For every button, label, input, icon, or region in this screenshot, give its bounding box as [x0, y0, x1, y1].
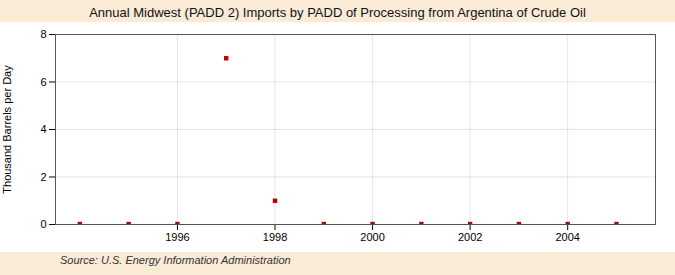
html-text:Annual Midwest (PADD 2) Import: Annual Midwest (PADD 2) Imports by PADD … [89, 5, 586, 20]
svg-text:6: 6 [40, 76, 46, 88]
svg-text:2004: 2004 [555, 231, 579, 243]
svg-text:0: 0 [40, 218, 46, 230]
svg-text:2002: 2002 [458, 231, 482, 243]
svg-text:1998: 1998 [263, 231, 287, 243]
svg-text:2000: 2000 [360, 231, 384, 243]
svg-text:Thousand Barrels per Day: Thousand Barrels per Day [1, 65, 13, 194]
svg-text:4: 4 [40, 123, 46, 135]
svg-text:1996: 1996 [165, 231, 189, 243]
svg-text:2: 2 [40, 171, 46, 183]
html-text:Source: U.S. Energy Informatio: Source: U.S. Energy Information Administ… [60, 254, 291, 266]
svg-text:8: 8 [40, 28, 46, 40]
